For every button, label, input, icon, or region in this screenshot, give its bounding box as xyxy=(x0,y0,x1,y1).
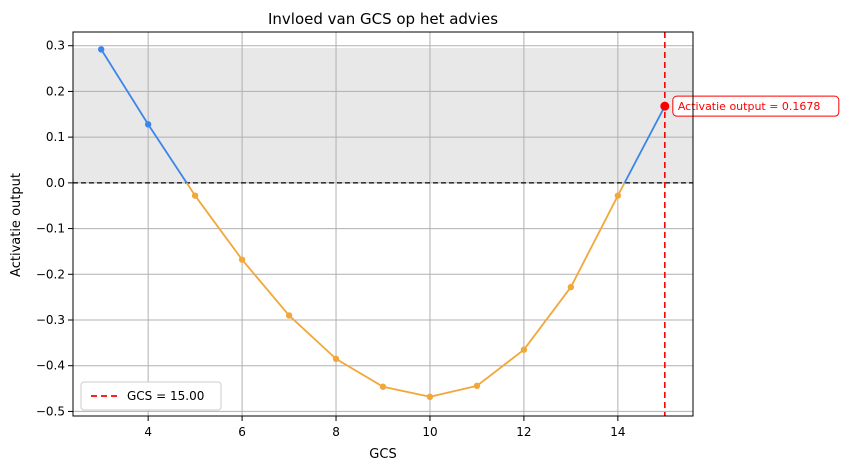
series-segment xyxy=(623,105,666,184)
series-segment xyxy=(147,123,188,184)
y-tick-label: −0.4 xyxy=(36,359,65,373)
x-tick-label: 10 xyxy=(422,425,437,439)
series-segment xyxy=(382,385,431,398)
chart-title: Invloed van GCS op het advies xyxy=(268,10,498,28)
series-segment xyxy=(241,259,290,317)
x-tick-label: 12 xyxy=(516,425,531,439)
data-point xyxy=(379,383,387,390)
y-tick-label: −0.3 xyxy=(36,313,65,327)
positive-region xyxy=(73,48,693,183)
annotation-text: Activatie output = 0.1678 xyxy=(678,100,821,113)
series-segment xyxy=(570,195,619,288)
current-value-marker xyxy=(660,101,670,111)
y-tick-label: 0.2 xyxy=(46,84,65,98)
data-point xyxy=(191,192,199,199)
y-tick-label: 0.1 xyxy=(46,130,65,144)
data-point xyxy=(238,256,246,263)
y-tick-label: 0.3 xyxy=(46,39,65,53)
y-axis-label: Activatie output xyxy=(9,173,24,277)
plot-area: Activatie output = 0.1678 4 6 8 10 12 14 −0.5 −0… xyxy=(36,31,840,439)
series-segment xyxy=(100,48,149,125)
data-point xyxy=(567,283,575,291)
series-segment xyxy=(429,384,478,398)
y-tick-label: −0.2 xyxy=(36,267,65,281)
x-tick-label: 4 xyxy=(144,425,152,439)
data-point xyxy=(614,192,622,199)
series-segment xyxy=(476,349,525,387)
series-segment xyxy=(194,195,243,261)
data-point xyxy=(97,46,105,53)
data-point xyxy=(520,346,528,353)
series-segment xyxy=(288,314,337,360)
data-point xyxy=(285,312,293,319)
legend-label: GCS = 15.00 xyxy=(127,389,204,403)
x-axis-label: GCS xyxy=(369,447,396,462)
y-tick-label: −0.5 xyxy=(36,404,65,418)
axes-frame xyxy=(72,31,694,417)
data-point xyxy=(426,393,434,400)
annotation-box xyxy=(672,95,840,117)
x-tick-label: 6 xyxy=(238,425,246,439)
data-point xyxy=(332,355,340,363)
series-segment xyxy=(523,286,572,351)
y-tick-label: 0.0 xyxy=(46,176,65,190)
legend-box xyxy=(80,381,222,411)
x-tick-label: 8 xyxy=(332,425,340,439)
data-point xyxy=(473,382,481,390)
series-segment xyxy=(335,358,384,388)
x-tick-label: 14 xyxy=(610,425,625,439)
data-point xyxy=(144,121,152,128)
y-tick-label: −0.1 xyxy=(36,222,65,236)
